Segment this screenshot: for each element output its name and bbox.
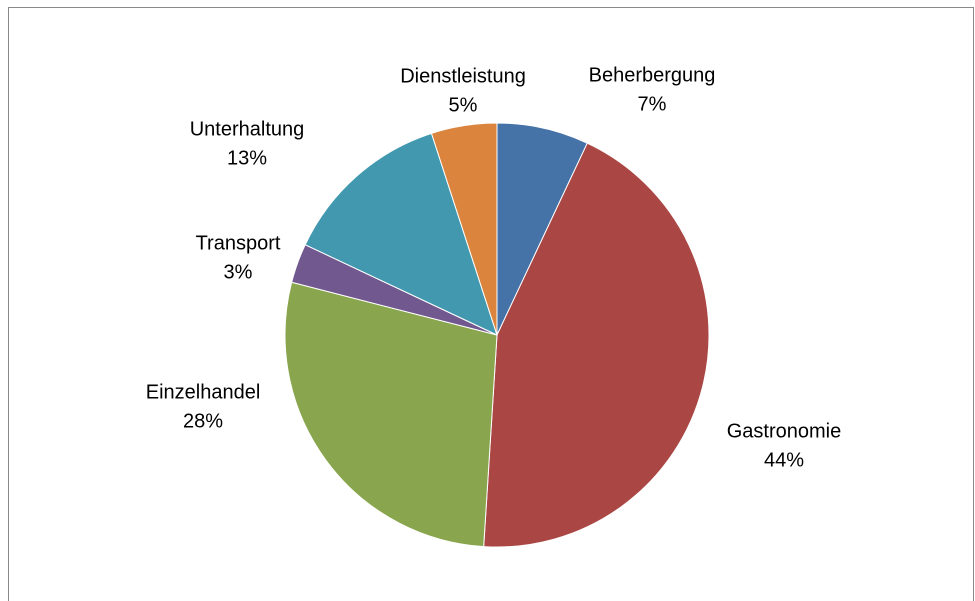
pie-slice xyxy=(483,142,710,548)
slice-label: Dienstleistung xyxy=(400,65,526,87)
slice-value-label: 28% xyxy=(183,410,223,432)
pie-slice xyxy=(284,281,498,548)
slice-value-label: 13% xyxy=(227,147,267,169)
slice-value-label: 3% xyxy=(224,261,253,283)
slice-value-label: 44% xyxy=(764,449,804,471)
pie-slice xyxy=(430,122,498,336)
slice-label: Unterhaltung xyxy=(190,118,305,140)
slice-label: Transport xyxy=(196,232,281,254)
slice-label: Einzelhandel xyxy=(146,381,261,403)
slice-value-label: 5% xyxy=(449,94,478,116)
slice-value-label: 7% xyxy=(638,93,667,115)
slice-label: Beherbergung xyxy=(589,64,716,86)
pie-slice xyxy=(304,132,498,336)
slice-label: Gastronomie xyxy=(727,420,842,442)
